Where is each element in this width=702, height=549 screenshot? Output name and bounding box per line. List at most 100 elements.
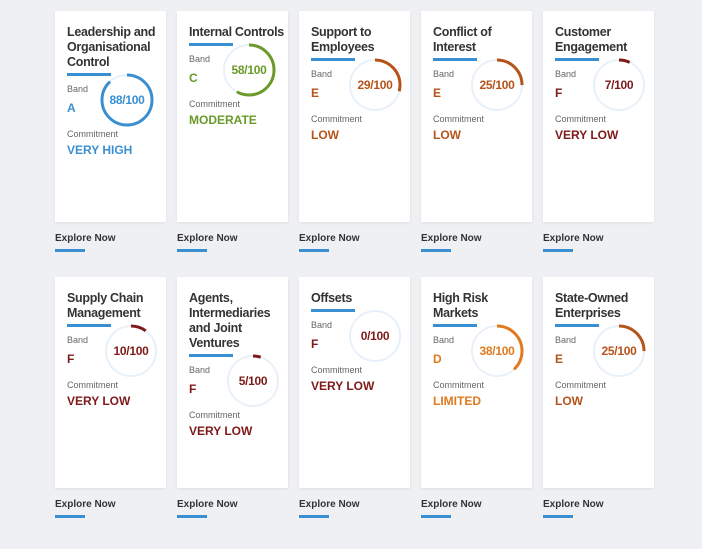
- title-underline: [311, 309, 355, 312]
- score-card: Internal Controls Band C 58/100 Commitme…: [177, 11, 288, 222]
- score-value: 38/100: [479, 344, 515, 358]
- card-title: State-Owned Enterprises: [555, 291, 651, 327]
- band-label: Band: [189, 54, 211, 64]
- explore-underline: [177, 515, 207, 518]
- band-value: E: [433, 86, 442, 100]
- commitment-value: LIMITED: [433, 394, 481, 408]
- card-title: Support to Employees: [311, 25, 407, 61]
- score-gauge: 58/100: [221, 42, 277, 98]
- band-label: Band: [311, 69, 333, 79]
- commitment-value: VERY LOW: [311, 379, 375, 393]
- score-arc: [470, 58, 524, 112]
- commitment-value: LOW: [311, 128, 339, 142]
- commitment-value: LOW: [433, 128, 461, 142]
- score-card: Offsets Band F 0/100 Commitment VERY LOW: [299, 277, 410, 488]
- explore-now-link[interactable]: Explore Now: [177, 233, 238, 244]
- score-card: High Risk Markets Band D 38/100 Commitme…: [421, 277, 532, 488]
- score-arc: [100, 73, 154, 127]
- title-underline: [67, 324, 111, 327]
- card-title: Offsets: [311, 291, 407, 312]
- band-value: A: [67, 101, 76, 115]
- score-value: 10/100: [113, 344, 149, 358]
- title-underline: [189, 354, 233, 357]
- commitment-value: LOW: [555, 394, 583, 408]
- band-label: Band: [189, 365, 211, 375]
- score-arc: [348, 58, 402, 112]
- score-card: State-Owned Enterprises Band E 25/100 Co…: [543, 277, 654, 488]
- explore-now-link[interactable]: Explore Now: [55, 499, 116, 510]
- explore-underline: [55, 249, 85, 252]
- score-value: 7/100: [604, 78, 634, 92]
- band-value: F: [67, 352, 75, 366]
- score-value: 25/100: [479, 78, 515, 92]
- band-value: E: [555, 352, 564, 366]
- explore-underline: [299, 249, 329, 252]
- explore-underline: [421, 249, 451, 252]
- band-value: E: [311, 86, 320, 100]
- explore-underline: [299, 515, 329, 518]
- score-gauge: 5/100: [225, 353, 281, 409]
- score-gauge: 29/100: [347, 57, 403, 113]
- score-arc: [592, 58, 646, 112]
- score-value: 0/100: [360, 329, 390, 343]
- score-gauge: 25/100: [591, 323, 647, 379]
- explore-now-link[interactable]: Explore Now: [421, 233, 482, 244]
- explore-now-link[interactable]: Explore Now: [543, 499, 604, 510]
- band-value: F: [311, 337, 319, 351]
- explore-now-link[interactable]: Explore Now: [543, 233, 604, 244]
- score-value: 29/100: [357, 78, 393, 92]
- title-underline: [311, 58, 355, 61]
- title-underline: [555, 58, 599, 61]
- band-label: Band: [311, 320, 333, 330]
- band-label: Band: [555, 335, 577, 345]
- commitment-label: Commitment: [311, 114, 363, 124]
- score-gauge: 25/100: [469, 57, 525, 113]
- band-value: F: [555, 86, 563, 100]
- commitment-value: VERY LOW: [67, 394, 131, 408]
- commitment-label: Commitment: [433, 114, 485, 124]
- score-card: Support to Employees Band E 29/100 Commi…: [299, 11, 410, 222]
- explore-underline: [543, 515, 573, 518]
- score-arc: [104, 324, 158, 378]
- commitment-label: Commitment: [433, 380, 485, 390]
- band-value: D: [433, 352, 442, 366]
- band-value: C: [189, 71, 198, 85]
- score-value: 5/100: [238, 374, 268, 388]
- card-title: Supply Chain Management: [67, 291, 163, 327]
- score-card: Conflict of Interest Band E 25/100 Commi…: [421, 11, 532, 222]
- explore-now-link[interactable]: Explore Now: [299, 499, 360, 510]
- commitment-label: Commitment: [555, 114, 607, 124]
- explore-now-link[interactable]: Explore Now: [421, 499, 482, 510]
- score-gauge: 88/100: [99, 72, 155, 128]
- commitment-value: VERY LOW: [189, 424, 253, 438]
- explore-now-link[interactable]: Explore Now: [299, 233, 360, 244]
- score-arc: [226, 354, 280, 408]
- score-arc: [470, 324, 524, 378]
- title-underline: [555, 324, 599, 327]
- commitment-label: Commitment: [311, 365, 363, 375]
- band-value: F: [189, 382, 197, 396]
- band-label: Band: [433, 69, 455, 79]
- score-card: Supply Chain Management Band F 10/100 Co…: [55, 277, 166, 488]
- commitment-label: Commitment: [189, 410, 241, 420]
- title-underline: [433, 324, 477, 327]
- explore-now-link[interactable]: Explore Now: [177, 499, 238, 510]
- score-card: Agents, Intermediaries and Joint Venture…: [177, 277, 288, 488]
- score-card: Customer Engagement Band F 7/100 Commitm…: [543, 11, 654, 222]
- band-label: Band: [433, 335, 455, 345]
- explore-underline: [421, 515, 451, 518]
- score-gauge: 38/100: [469, 323, 525, 379]
- score-card: Leadership and Organisational Control Ba…: [55, 11, 166, 222]
- commitment-label: Commitment: [555, 380, 607, 390]
- title-underline: [189, 43, 233, 46]
- band-label: Band: [555, 69, 577, 79]
- score-arc: [592, 324, 646, 378]
- card-title: Customer Engagement: [555, 25, 651, 61]
- title-underline: [433, 58, 477, 61]
- commitment-label: Commitment: [189, 99, 241, 109]
- band-label: Band: [67, 335, 89, 345]
- commitment-label: Commitment: [67, 129, 119, 139]
- score-value: 25/100: [601, 344, 637, 358]
- commitment-value: VERY LOW: [555, 128, 619, 142]
- explore-now-link[interactable]: Explore Now: [55, 233, 116, 244]
